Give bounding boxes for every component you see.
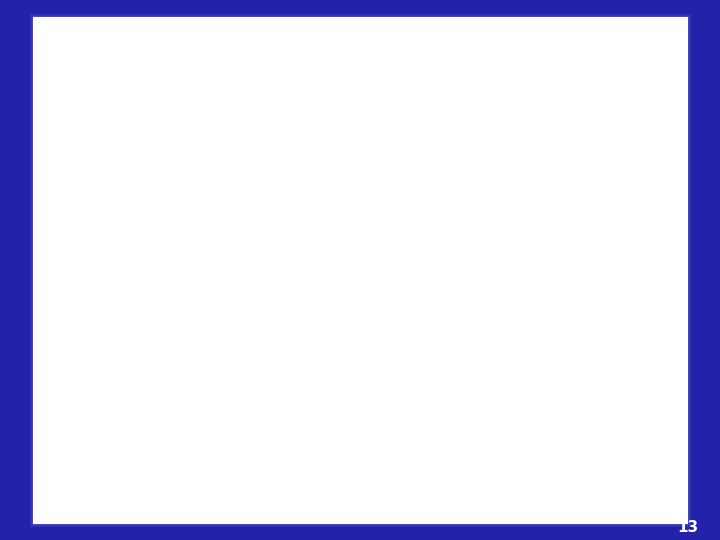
Bar bbox=[515, 285, 557, 309]
Bar bbox=[44, 258, 143, 260]
Bar bbox=[426, 351, 462, 381]
Bar bbox=[511, 309, 561, 347]
Bar bbox=[577, 173, 626, 211]
Bar bbox=[44, 190, 143, 192]
Bar bbox=[31, 199, 689, 205]
Bar bbox=[31, 89, 689, 165]
Bar bbox=[146, 355, 154, 401]
Ellipse shape bbox=[148, 260, 173, 294]
Bar bbox=[511, 241, 561, 279]
Bar bbox=[515, 148, 557, 173]
Bar bbox=[281, 325, 310, 351]
Bar bbox=[433, 380, 452, 389]
Bar bbox=[335, 380, 354, 389]
Bar bbox=[44, 326, 143, 328]
Bar bbox=[580, 216, 624, 241]
Bar bbox=[44, 159, 143, 218]
Bar bbox=[449, 216, 492, 241]
Bar bbox=[587, 211, 610, 222]
Bar bbox=[327, 351, 364, 381]
Bar bbox=[515, 216, 557, 241]
Bar bbox=[330, 325, 360, 351]
Bar bbox=[286, 380, 304, 389]
Bar bbox=[130, 89, 624, 336]
Bar bbox=[377, 351, 413, 381]
Text: 13kA Energy Extraction Facilities in the UA's: 13kA Energy Extraction Facilities in the… bbox=[233, 451, 487, 461]
Bar bbox=[456, 279, 479, 291]
Bar bbox=[449, 148, 492, 173]
Bar bbox=[580, 148, 624, 173]
Bar bbox=[31, 188, 689, 197]
Bar bbox=[31, 401, 689, 469]
Bar bbox=[379, 325, 410, 351]
Bar bbox=[31, 401, 689, 423]
Bar bbox=[521, 211, 544, 222]
Bar bbox=[446, 309, 495, 347]
Bar bbox=[156, 355, 164, 401]
Bar bbox=[446, 241, 495, 279]
Bar bbox=[456, 211, 479, 222]
Text: Switches - for switching the
resistors into series with the
magnets: Switches - for switching the resistors i… bbox=[391, 309, 639, 366]
Bar bbox=[228, 351, 264, 381]
Text: LHC/ICF: LHC/ICF bbox=[60, 33, 102, 43]
Bar bbox=[577, 241, 626, 279]
Bar bbox=[449, 285, 492, 309]
Bar bbox=[44, 228, 143, 287]
Bar bbox=[456, 347, 479, 359]
FancyBboxPatch shape bbox=[54, 420, 304, 458]
FancyBboxPatch shape bbox=[356, 291, 672, 384]
Text: 13: 13 bbox=[678, 519, 698, 535]
Bar bbox=[278, 351, 314, 381]
Bar bbox=[577, 309, 626, 347]
Bar bbox=[143, 294, 168, 355]
Bar bbox=[446, 173, 495, 211]
Bar bbox=[232, 325, 261, 351]
Bar bbox=[580, 285, 624, 309]
Bar bbox=[31, 89, 689, 469]
Bar bbox=[511, 173, 561, 211]
Text: Energy extraction system in LHC tunnel: Energy extraction system in LHC tunnel bbox=[49, 28, 671, 56]
Text: Resistors absorbing the energy: Resistors absorbing the energy bbox=[44, 432, 314, 447]
Bar bbox=[373, 226, 429, 385]
Bar bbox=[521, 279, 544, 291]
Bar bbox=[587, 279, 610, 291]
Bar bbox=[521, 347, 544, 359]
Bar bbox=[587, 347, 610, 359]
Bar bbox=[384, 380, 402, 389]
Bar bbox=[44, 296, 143, 355]
Bar bbox=[31, 178, 689, 186]
Text: for LHC Main Dipole and QF/QD circuits: for LHC Main Dipole and QF/QD circuits bbox=[246, 467, 474, 476]
Bar bbox=[429, 325, 459, 351]
Bar bbox=[236, 380, 255, 389]
